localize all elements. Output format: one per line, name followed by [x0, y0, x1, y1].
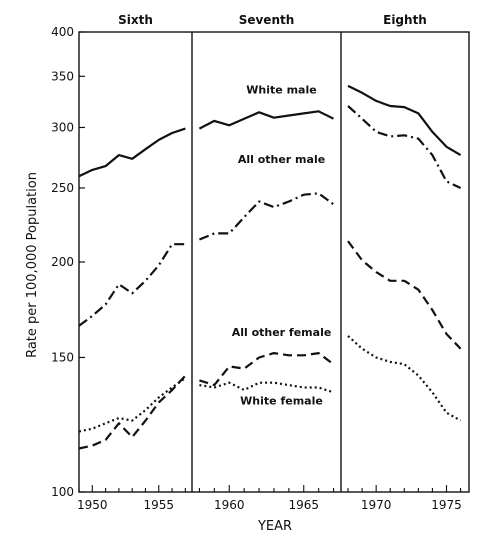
panel-titles: Sixth Seventh Eighth: [118, 13, 427, 27]
series-line-white-female: [199, 381, 334, 394]
y-tick-label: 200: [51, 255, 74, 269]
x-tick-label: 1960: [214, 498, 245, 512]
x-axis-title: YEAR: [257, 519, 292, 534]
series-line-white-male: [78, 127, 186, 178]
y-axis: 100 150 200 250 300 350 400: [51, 25, 85, 499]
y-tick-label: 350: [51, 69, 74, 83]
panel-title: Seventh: [239, 13, 295, 27]
series-line-all-other-female: [347, 240, 462, 350]
series-label: White male: [246, 84, 316, 97]
y-tick-label: 100: [51, 485, 74, 499]
y-axis-title: Rate per 100,000 Population: [25, 172, 40, 358]
series-label: All other female: [232, 326, 332, 339]
x-axis: 1950 1955 1960 1965 1970 1975: [77, 485, 462, 512]
y-tick-label: 150: [51, 350, 74, 364]
y-tick-label: 400: [51, 25, 74, 39]
y-tick-label: 300: [51, 120, 74, 134]
x-tick-label: 1975: [431, 498, 462, 512]
series-line-white-male: [198, 110, 334, 130]
series-line-all-other-female: [199, 352, 335, 387]
x-tick-label: 1965: [288, 498, 319, 512]
y-tick-label: 250: [51, 181, 74, 195]
series-line-all-other-female: [78, 374, 187, 450]
series-line-white-male: [347, 84, 462, 157]
x-tick-label: 1950: [77, 498, 108, 512]
series-line-all-other-male: [347, 105, 462, 189]
series-line-all-other-male: [198, 192, 335, 241]
panel-title: Eighth: [383, 13, 427, 27]
series-line-white-female: [78, 377, 187, 433]
series-line-white-female: [347, 335, 462, 422]
series-label: All other male: [238, 153, 325, 166]
x-tick-label: 1955: [143, 498, 174, 512]
series-line-all-other-male: [78, 243, 186, 327]
series-lines: [78, 84, 462, 450]
panel-title: Sixth: [118, 13, 153, 27]
x-tick-label: 1970: [361, 498, 392, 512]
plot-border: [78, 31, 470, 493]
plot-frame: [78, 31, 470, 493]
series-labels: White male All other male All other female…: [232, 84, 332, 408]
series-label: White female: [240, 395, 323, 408]
